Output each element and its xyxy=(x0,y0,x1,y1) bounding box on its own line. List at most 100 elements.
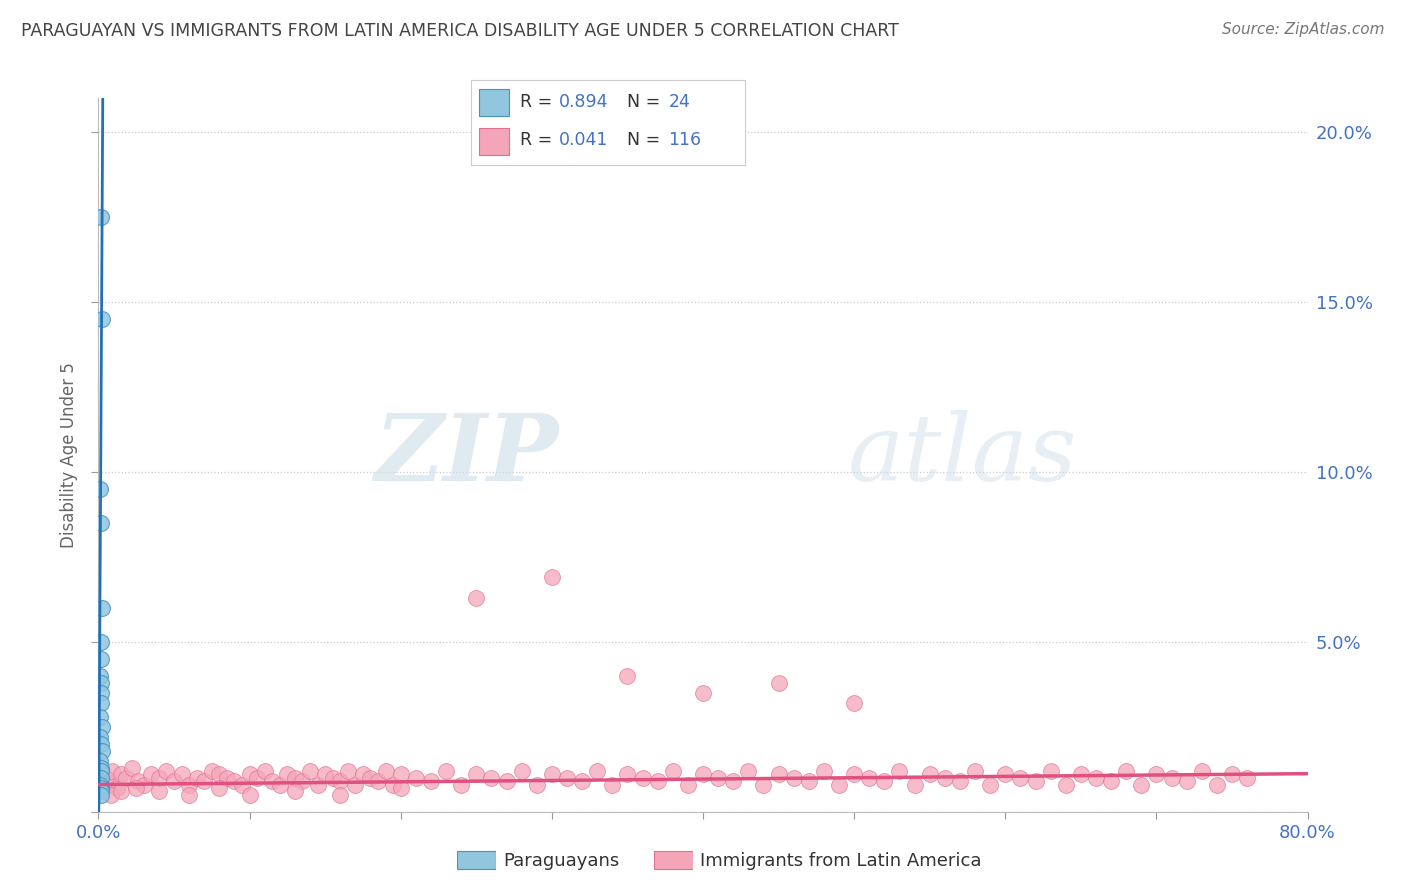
Point xyxy=(1070,767,1092,781)
Point xyxy=(631,771,654,785)
Point xyxy=(89,778,111,792)
Point xyxy=(994,767,1017,781)
Point xyxy=(90,516,112,530)
Point xyxy=(90,312,112,326)
Point xyxy=(616,767,638,781)
Y-axis label: Disability Age Under 5: Disability Age Under 5 xyxy=(60,362,79,548)
Point xyxy=(90,788,112,802)
Point xyxy=(89,482,111,496)
Point xyxy=(465,767,488,781)
Point xyxy=(389,767,412,781)
Point xyxy=(90,760,112,774)
Point xyxy=(114,771,136,785)
Text: 116: 116 xyxy=(668,131,702,149)
Point xyxy=(110,767,132,781)
Point xyxy=(737,764,759,778)
Point xyxy=(90,720,112,734)
Point xyxy=(374,764,396,778)
Point xyxy=(540,767,562,781)
Point xyxy=(90,696,112,710)
Point xyxy=(1175,774,1198,789)
Point xyxy=(555,771,578,785)
Point xyxy=(100,788,122,802)
Text: 0.041: 0.041 xyxy=(558,131,609,149)
Text: Immigrants from Latin America: Immigrants from Latin America xyxy=(700,852,981,870)
Point xyxy=(692,686,714,700)
Point xyxy=(90,764,112,778)
Point xyxy=(1220,767,1243,781)
Point xyxy=(1010,771,1032,785)
Text: 0.894: 0.894 xyxy=(558,93,609,111)
Point xyxy=(90,771,112,785)
Point xyxy=(904,778,927,792)
Point xyxy=(89,754,111,768)
Point xyxy=(336,764,359,778)
Point xyxy=(105,780,128,795)
Point xyxy=(314,767,336,781)
Point xyxy=(918,767,941,781)
Point xyxy=(389,780,412,795)
Point xyxy=(367,774,389,789)
Point xyxy=(253,764,276,778)
Point xyxy=(526,778,548,792)
Point xyxy=(768,767,790,781)
Point xyxy=(965,764,987,778)
Point xyxy=(344,778,367,792)
Point xyxy=(90,210,112,224)
Text: R =: R = xyxy=(520,93,558,111)
Point xyxy=(723,774,745,789)
Point xyxy=(510,764,533,778)
Point xyxy=(828,778,851,792)
Point xyxy=(616,669,638,683)
Text: atlas: atlas xyxy=(848,410,1077,500)
Point xyxy=(91,778,114,792)
Point xyxy=(246,771,269,785)
Point xyxy=(110,784,132,798)
Point xyxy=(101,764,124,778)
Point xyxy=(163,774,186,789)
Point xyxy=(1130,778,1153,792)
Point xyxy=(276,767,298,781)
Point xyxy=(1191,764,1213,778)
Text: Paraguayans: Paraguayans xyxy=(503,852,620,870)
Point xyxy=(125,780,148,795)
Point xyxy=(1039,764,1062,778)
Point xyxy=(797,774,820,789)
Point xyxy=(90,686,112,700)
Point xyxy=(284,784,307,798)
Point xyxy=(647,774,669,789)
Point xyxy=(382,778,405,792)
Point xyxy=(873,774,896,789)
Point xyxy=(1236,771,1258,785)
Point xyxy=(90,652,112,666)
Point xyxy=(571,774,593,789)
Point xyxy=(844,696,866,710)
Point xyxy=(121,760,143,774)
Point xyxy=(299,764,322,778)
Text: N =: N = xyxy=(627,93,666,111)
Point xyxy=(90,784,112,798)
Point xyxy=(1024,774,1046,789)
Point xyxy=(170,767,193,781)
Point xyxy=(405,771,427,785)
Point xyxy=(858,771,880,785)
Point xyxy=(89,709,111,723)
Point xyxy=(1054,778,1077,792)
Text: PARAGUAYAN VS IMMIGRANTS FROM LATIN AMERICA DISABILITY AGE UNDER 5 CORRELATION C: PARAGUAYAN VS IMMIGRANTS FROM LATIN AMER… xyxy=(21,22,898,40)
Point xyxy=(602,778,624,792)
Point xyxy=(98,774,121,789)
Point xyxy=(284,771,307,785)
Point xyxy=(1115,764,1137,778)
Point xyxy=(239,788,262,802)
Point xyxy=(450,778,472,792)
Point xyxy=(132,778,155,792)
Point xyxy=(155,764,177,778)
Point xyxy=(208,780,231,795)
Point xyxy=(90,675,112,690)
Point xyxy=(752,778,775,792)
Point xyxy=(208,767,231,781)
Point xyxy=(1085,771,1108,785)
Point xyxy=(434,764,457,778)
Bar xyxy=(654,851,693,869)
Point xyxy=(934,771,956,785)
